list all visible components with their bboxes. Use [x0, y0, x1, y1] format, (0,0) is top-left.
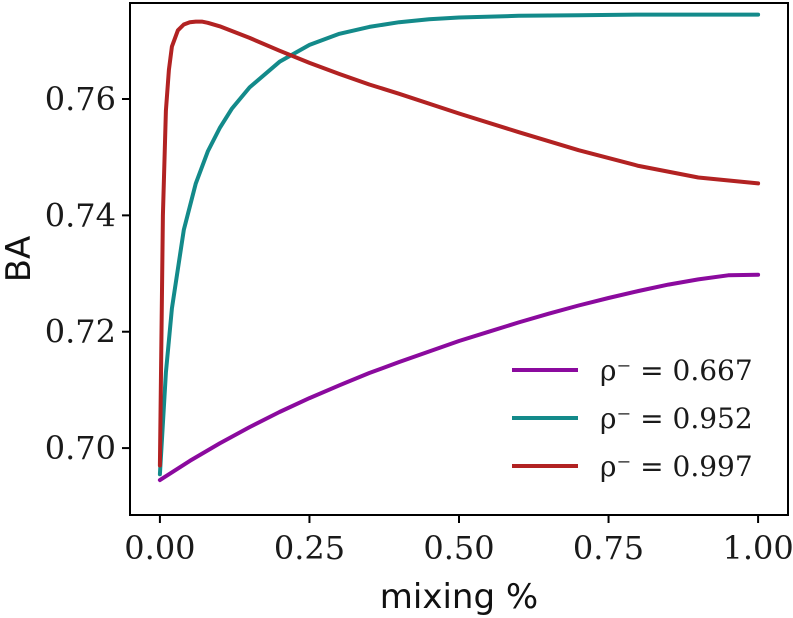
legend-label: ρ⁻ = 0.952: [600, 402, 753, 435]
series-line-1: [157, 272, 761, 483]
y-tick-label: 0.74: [45, 196, 116, 234]
x-axis: 0.00 0.25 0.50 0.75 1.00: [124, 515, 793, 567]
y-tick-label: 0.70: [45, 429, 116, 467]
series-lines: [157, 12, 761, 483]
x-tick-label: 1.00: [722, 529, 793, 567]
series-line-2: [157, 12, 761, 477]
x-axis-title: mixing %: [380, 577, 538, 617]
legend-label: ρ⁻ = 0.997: [600, 450, 753, 483]
x-tick-label: 0.75: [573, 529, 644, 567]
x-tick-label: 0.25: [274, 529, 345, 567]
y-axis: 0.70 0.72 0.74 0.76: [45, 80, 130, 467]
y-axis-title: BA: [0, 236, 39, 283]
y-tick-label: 0.76: [45, 80, 116, 118]
legend: ρ⁻ = 0.667 ρ⁻ = 0.952 ρ⁻ = 0.997: [512, 354, 753, 483]
x-tick-label: 0.00: [124, 529, 195, 567]
legend-label: ρ⁻ = 0.667: [600, 354, 753, 387]
y-tick-label: 0.72: [45, 313, 116, 351]
x-tick-label: 0.50: [423, 529, 494, 567]
series-line-3: [157, 19, 761, 468]
